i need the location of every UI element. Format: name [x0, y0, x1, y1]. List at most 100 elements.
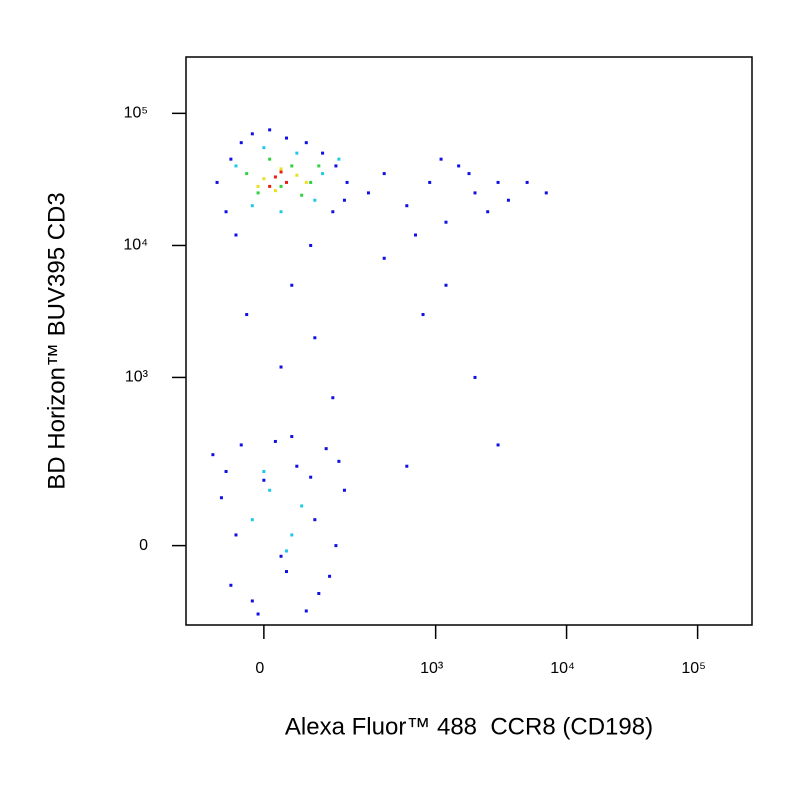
point — [273, 175, 277, 179]
point — [421, 313, 425, 317]
point — [544, 191, 548, 195]
point — [304, 609, 308, 613]
point — [496, 180, 500, 184]
point — [279, 167, 283, 171]
point — [295, 151, 299, 155]
y-tick-label: 10⁵ — [124, 105, 148, 122]
x-tick-label: 10³ — [420, 660, 444, 677]
point — [300, 193, 304, 197]
point — [309, 475, 313, 479]
point — [284, 136, 288, 140]
point — [290, 283, 294, 287]
y-tick-label: 10³ — [125, 369, 149, 386]
point — [234, 233, 238, 237]
point — [279, 184, 283, 188]
point — [262, 469, 266, 473]
point — [245, 313, 249, 317]
point — [382, 256, 386, 260]
plot-frame — [185, 56, 753, 626]
point — [234, 164, 238, 168]
point — [506, 198, 510, 202]
point — [262, 146, 266, 150]
point — [321, 151, 325, 155]
point — [256, 191, 260, 195]
point — [239, 141, 243, 145]
point — [250, 132, 254, 136]
point — [300, 504, 304, 508]
point — [295, 464, 299, 468]
point — [324, 447, 328, 451]
point — [342, 488, 346, 492]
point — [262, 478, 266, 482]
x-tick-label: 10⁴ — [550, 660, 575, 677]
point — [219, 496, 223, 500]
point — [313, 198, 317, 202]
x-axis-title: Alexa Fluor™ 488 CCR8 (CD198) — [285, 713, 653, 740]
x-tick-label: 0 — [255, 660, 264, 677]
point — [313, 518, 317, 522]
point — [290, 435, 294, 439]
point — [444, 220, 448, 224]
point — [284, 549, 288, 553]
point — [215, 180, 219, 184]
point — [345, 180, 349, 184]
point — [279, 365, 283, 369]
point — [321, 172, 325, 176]
point — [313, 336, 317, 340]
point — [473, 375, 477, 379]
point — [317, 591, 321, 595]
point — [428, 180, 432, 184]
point — [284, 570, 288, 574]
point — [496, 443, 500, 447]
point — [273, 189, 277, 193]
point — [250, 599, 254, 603]
point — [486, 210, 490, 214]
point — [337, 459, 341, 463]
point — [239, 443, 243, 447]
point — [334, 164, 338, 168]
point — [273, 439, 277, 443]
point — [268, 157, 272, 161]
point — [256, 184, 260, 188]
x-tick-label: 10⁵ — [681, 660, 705, 677]
point — [304, 180, 308, 184]
point — [262, 177, 266, 181]
point — [473, 191, 477, 195]
point — [413, 233, 417, 237]
y-axis-title: BD Horizon™ BUV395 CD3 — [43, 192, 70, 489]
point — [268, 128, 272, 132]
point — [268, 488, 272, 492]
point — [337, 157, 341, 161]
point — [295, 173, 299, 177]
point — [290, 533, 294, 537]
point — [234, 533, 238, 537]
point — [317, 164, 321, 168]
point — [229, 583, 233, 587]
point — [250, 518, 254, 522]
point — [309, 180, 313, 184]
point — [290, 164, 294, 168]
point — [279, 210, 283, 214]
point — [245, 172, 249, 176]
point — [405, 464, 409, 468]
point — [256, 612, 260, 616]
point — [229, 157, 233, 161]
point — [331, 210, 335, 214]
y-tick-label: 0 — [139, 537, 148, 554]
point — [334, 544, 338, 548]
point — [342, 198, 346, 202]
point — [284, 180, 288, 184]
point — [279, 554, 283, 558]
point — [439, 157, 443, 161]
point — [224, 210, 228, 214]
point — [309, 243, 313, 247]
point — [224, 469, 228, 473]
point — [331, 396, 335, 400]
point — [279, 170, 283, 174]
point — [250, 204, 254, 208]
point — [405, 204, 409, 208]
point — [268, 184, 272, 188]
point — [457, 164, 461, 168]
